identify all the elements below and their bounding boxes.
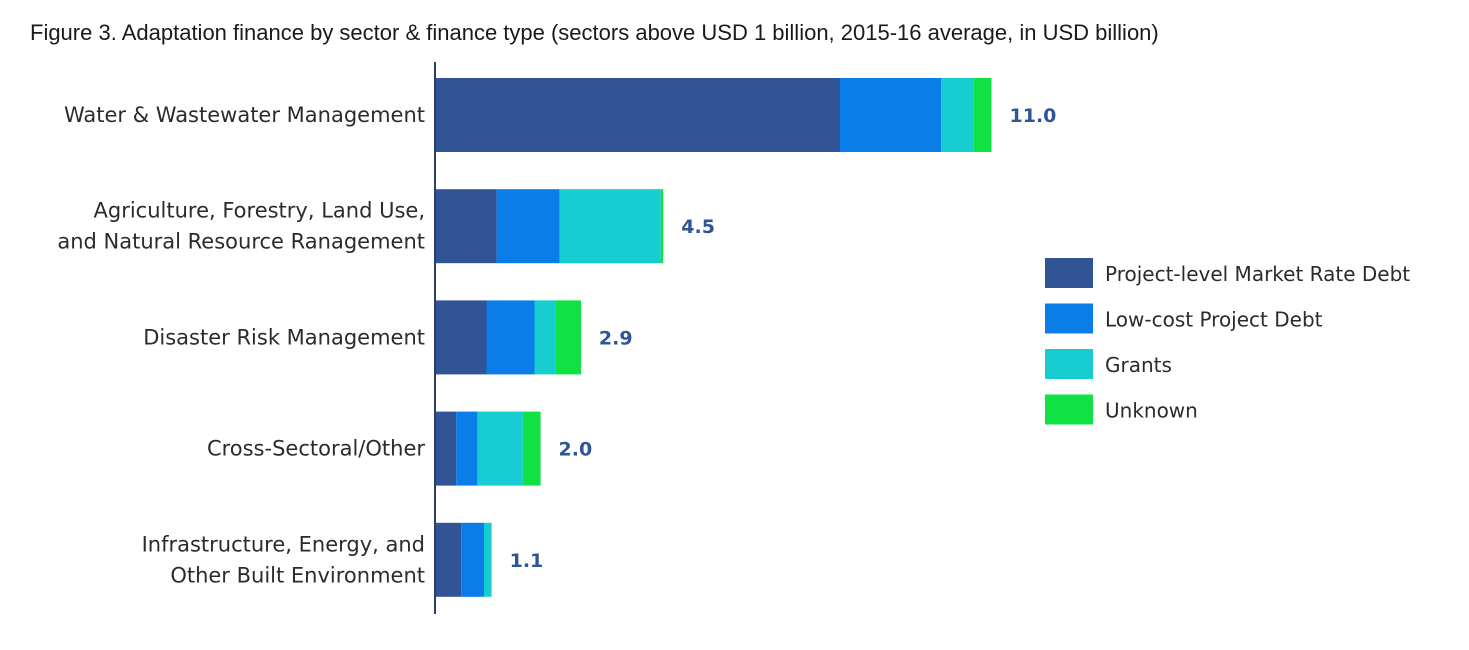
category-label: Infrastructure, Energy, and (142, 532, 425, 556)
category-labels: Water & Wastewater Management Agriculture… (57, 103, 425, 587)
bar-segment-2-3 (559, 189, 661, 264)
category-label: and Natural Resource Ranagement (57, 230, 425, 254)
category-label: Agriculture, Forestry, Land Use, (94, 199, 426, 223)
bar-segment-1-4 (973, 78, 992, 152)
total-label: 1.1 (510, 550, 544, 572)
bar-segment-1-1 (436, 78, 840, 152)
bar-segment-4-1 (436, 411, 457, 486)
bar-segment-1-2 (840, 78, 941, 152)
category-label: Water & Wastewater Management (64, 103, 425, 127)
bar-segment-2-1 (436, 189, 497, 264)
category-label: Disaster Risk Management (143, 325, 425, 349)
total-label: 4.5 (681, 216, 715, 238)
legend-swatch (1045, 394, 1093, 425)
legend-swatch (1045, 349, 1093, 379)
bar-segment-5-3 (484, 522, 492, 597)
legend-label: Low-cost Project Debt (1105, 308, 1323, 332)
legend-label: Grants (1105, 353, 1172, 377)
bar-segment-2-2 (496, 189, 560, 264)
total-label: 2.9 (599, 327, 633, 349)
bar-segment-5-1 (436, 522, 462, 597)
total-labels: 11.0 4.5 2.9 2.0 1.1 (510, 105, 1057, 572)
legend-label: Unknown (1105, 399, 1198, 423)
bar-segment-4-3 (477, 411, 523, 486)
total-label: 11.0 (1010, 105, 1057, 127)
chart-title: Figure 3. Adaptation finance by sector &… (30, 20, 1159, 45)
category-label: Other Built Environment (170, 563, 425, 587)
bar-segment-3-2 (486, 300, 535, 375)
legend-label: Project-level Market Rate Debt (1105, 262, 1410, 286)
bar-segment-4-2 (456, 411, 478, 486)
bar-segment-3-4 (555, 300, 581, 375)
bars-layer (436, 78, 992, 597)
category-label: Cross-Sectoral/Other (207, 437, 425, 461)
bar-segment-4-4 (522, 411, 541, 486)
legend-swatch (1045, 258, 1093, 288)
bar-segment-1-3 (941, 78, 974, 152)
bar-segment-3-1 (436, 300, 487, 375)
legend-swatch (1045, 303, 1093, 334)
bar-segment-5-2 (461, 522, 484, 597)
total-label: 2.0 (559, 439, 593, 461)
legend: Project-level Market Rate Debt Low-cost P… (1045, 258, 1410, 425)
bar-segment-2-4 (660, 189, 664, 264)
bar-segment-3-3 (534, 300, 556, 375)
